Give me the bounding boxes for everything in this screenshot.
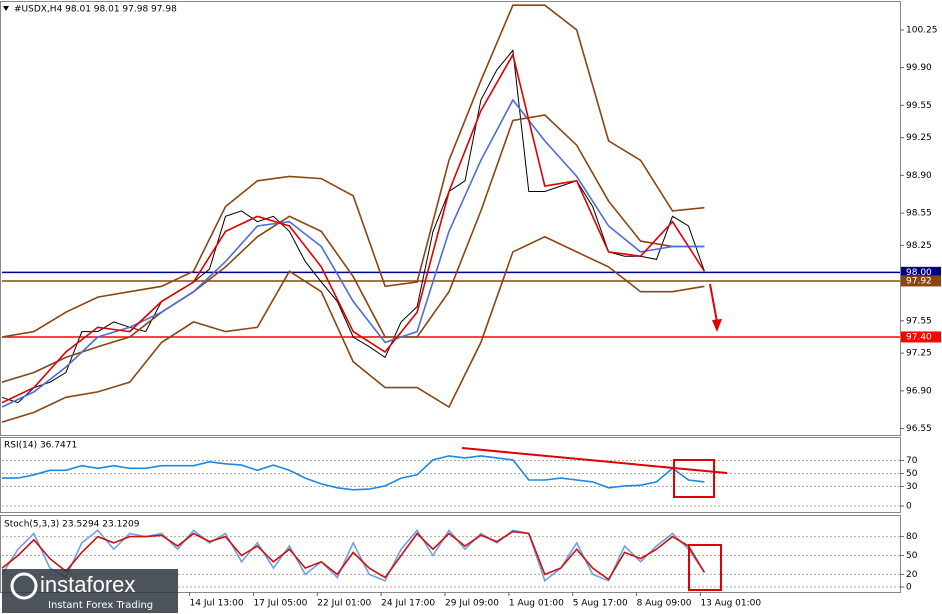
y-tick-label: 0 — [906, 583, 912, 593]
rsi-panel-frame — [0, 437, 901, 513]
y-tick-label: 98.25 — [906, 241, 932, 251]
series-line — [1, 530, 706, 581]
x-tick-label: 14 Jul 13:00 — [190, 599, 244, 609]
x-tick-label: 22 Jul 01:00 — [317, 599, 371, 609]
series-line — [1, 114, 705, 383]
watermark-brand: instaforex — [40, 572, 135, 597]
price-panel-frame — [0, 1, 901, 436]
series-line — [1, 4, 705, 338]
price-level-tag — [901, 275, 941, 287]
price-level-label: 97.40 — [906, 332, 932, 342]
x-tick-label: 13 Aug 01:00 — [700, 599, 761, 609]
y-tick-label: 96.90 — [906, 386, 932, 396]
series-line — [1, 49, 705, 404]
stoch-highlight-box — [688, 544, 722, 591]
series-line — [1, 235, 705, 423]
rsi-title: RSI(14) 36.7471 — [4, 441, 77, 451]
x-tick-label: 29 Jul 09:00 — [445, 599, 499, 609]
series-line — [1, 528, 706, 583]
y-tick-label: 99.55 — [906, 101, 932, 111]
y-tick-label: 99.25 — [906, 133, 932, 143]
y-tick-label: 97.55 — [906, 316, 932, 326]
forecast-arrowhead — [712, 319, 722, 332]
y-tick-label: 80 — [906, 532, 918, 542]
watermark: instaforex Instant Forex Trading — [2, 569, 178, 613]
y-tick-label: 98.55 — [906, 209, 932, 219]
y-tick-label: 20 — [906, 570, 918, 580]
y-tick-label: 0 — [906, 502, 912, 512]
stoch-title: Stoch(5,3,3) 23.5294 23.1209 — [4, 520, 140, 530]
rsi-highlight-box — [673, 459, 715, 498]
y-tick-label: 98.90 — [906, 171, 932, 181]
series-line — [1, 52, 706, 404]
price-level-tag — [901, 266, 941, 278]
watermark-logo — [10, 572, 38, 600]
y-tick-label: 97.25 — [906, 349, 932, 359]
x-tick-label: 5 Aug 17:00 — [573, 599, 628, 609]
rsi-trendline — [461, 447, 728, 474]
marks: 100.25 99.90 99.55 99.25 98.90 98.55 98.25 97.9… — [1, 4, 941, 609]
y-tick-label: 99.90 — [906, 63, 932, 73]
price-level-tag — [901, 331, 941, 343]
forecast-arrow — [709, 283, 718, 323]
watermark-tagline: Instant Forex Trading — [48, 600, 153, 611]
y-tick-label: 96.55 — [906, 424, 932, 434]
x-tick-label: 24 Jul 17:00 — [381, 599, 435, 609]
x-tick-label: 17 Jul 05:00 — [253, 599, 307, 609]
panel-toggle-icon — [3, 6, 9, 11]
x-tick-label: 8 Aug 09:00 — [637, 599, 692, 609]
x-tick-label: 1 Aug 01:00 — [509, 599, 564, 609]
stoch-panel-frame — [0, 515, 901, 593]
y-tick-label: 50 — [906, 469, 918, 479]
chart-title: #USDX,H4 98.01 98.01 97.98 97.98 — [14, 5, 177, 15]
y-tick-label: 30 — [906, 482, 918, 492]
series-line — [2, 455, 705, 491]
y-tick-label: 70 — [906, 456, 918, 466]
price-level-label: 97.92 — [906, 276, 932, 286]
price-level-label: 98.00 — [906, 268, 932, 278]
y-tick-label: 50 — [906, 551, 918, 561]
y-tick-label: 100.25 — [906, 25, 938, 35]
